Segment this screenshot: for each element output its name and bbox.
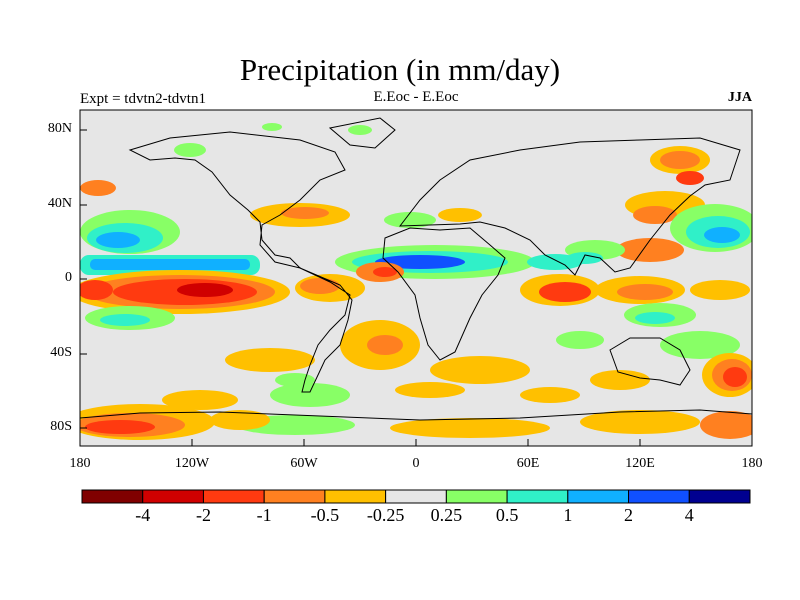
map-title: Precipitation (in mm/day) [239, 52, 561, 87]
colorbar-label: -0.5 [310, 505, 340, 525]
x-tick-label: 0 [412, 456, 420, 471]
season-label: JJA [727, 90, 752, 105]
map-field [80, 110, 752, 446]
colorbar-swatch [142, 489, 204, 504]
colorbar-label: 1 [563, 505, 573, 525]
y-tick-label: 40N [47, 196, 72, 211]
colorbar-swatch [567, 489, 630, 504]
x-tick-label: 120W [174, 456, 210, 471]
x-tick-label: 180 [741, 456, 763, 471]
colorbar-label: 0.5 [495, 505, 519, 525]
colorbar-swatch [688, 489, 751, 504]
y-tick-label: 80S [50, 419, 72, 434]
x-tick-label: 60E [516, 456, 540, 471]
colorbar-swatch [202, 489, 265, 504]
colorbar-label: -4 [135, 505, 151, 525]
colorbar-swatch [628, 489, 690, 504]
colorbar-label: 2 [624, 505, 634, 525]
colorbar-swatch [81, 489, 144, 504]
colorbar-label: -1 [256, 505, 272, 525]
x-tick-label: 120E [625, 456, 655, 471]
x-tick-label: 60W [290, 456, 318, 471]
case-label: E.Eoc - E.Eoc [373, 89, 459, 105]
experiment-label: Expt = tdvtn2-tdvtn1 [80, 91, 206, 107]
colorbar-swatch [385, 489, 447, 504]
y-tick-label: 40S [50, 345, 72, 360]
x-tick-label: 180 [69, 456, 91, 471]
colorbar-swatch [324, 489, 387, 504]
colorbar-label: -2 [195, 505, 211, 525]
colorbar-label: -0.25 [366, 505, 405, 525]
colorbar-label: 4 [684, 505, 694, 525]
colorbar-swatch [445, 489, 508, 504]
colorbar-label: 0.25 [430, 505, 463, 525]
colorbar-swatch [263, 489, 326, 504]
colorbar-swatch [506, 489, 569, 504]
y-tick-label: 80N [47, 121, 72, 136]
colorbar [81, 489, 751, 504]
y-tick-label: 0 [65, 270, 72, 285]
